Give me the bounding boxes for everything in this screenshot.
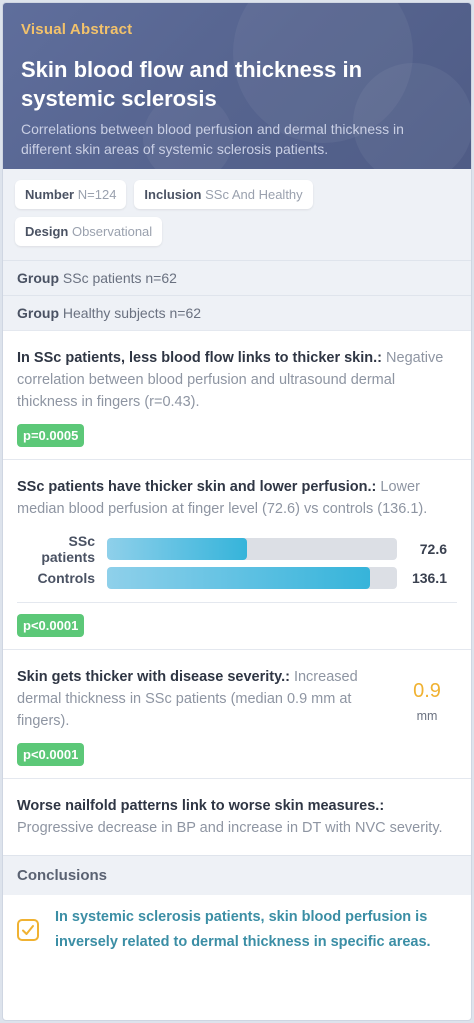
finding-text: Progressive decrease in BP and increase … — [17, 820, 443, 836]
finding-severity: Skin gets thicker with disease severity.… — [3, 649, 471, 778]
p-value-badge: p<0.0001 — [17, 614, 85, 637]
bar-category-label: SSc patients — [41, 532, 95, 565]
design-chip: Design Observational — [15, 217, 163, 246]
number-value: N=124 — [77, 187, 117, 202]
perfusion-bar-chart: SSc patients 72.6 Controls 136.1 — [17, 532, 457, 603]
finding-perfusion: SSc patients have thicker skin and lower… — [3, 459, 471, 649]
bar-value-label: 136.1 — [411, 569, 447, 586]
inclusion-value: SSc And Healthy — [205, 187, 303, 202]
group-row-healthy: Group Healthy subjects n=62 — [3, 295, 471, 330]
thickness-unit: mm — [416, 709, 438, 723]
check-square-icon — [17, 919, 39, 941]
group-label: Group — [17, 270, 59, 286]
bar — [107, 566, 371, 589]
decorative-circle — [143, 93, 233, 169]
page-subtitle: Correlations between blood perfusion and… — [21, 121, 404, 157]
bar — [107, 537, 248, 560]
finding-text: Increased dermal thickness in SSc patien… — [17, 669, 358, 729]
group-value: Healthy subjects n=62 — [62, 305, 202, 321]
finding-correlation: In SSc patients, less blood flow links t… — [3, 330, 471, 459]
bar-row: Controls 136.1 — [17, 563, 457, 592]
thickness-value: 0.9 — [413, 680, 441, 702]
inclusion-chip: Inclusion SSc And Healthy — [134, 180, 313, 209]
finding-heading: Worse nailfold patterns link to worse sk… — [17, 798, 385, 814]
finding-heading: SSc patients have thicker skin and lower… — [17, 479, 377, 495]
finding-text: Negative correlation between blood perfu… — [17, 350, 444, 410]
conclusion-text: In systemic sclerosis patients, skin blo… — [55, 909, 431, 950]
bar-row: SSc patients 72.6 — [17, 532, 457, 565]
design-value: Observational — [71, 224, 153, 239]
conclusion-item: In systemic sclerosis patients, skin blo… — [3, 895, 471, 965]
number-chip: Number N=124 — [15, 180, 127, 209]
p-value-badge: p<0.0001 — [17, 743, 85, 766]
thickness-stat: 0.9 mm — [397, 666, 457, 766]
number-label: Number — [25, 187, 75, 202]
header: Visual Abstract Skin blood flow and thic… — [3, 3, 471, 169]
group-value: SSc patients n=62 — [62, 270, 177, 286]
decorative-circle — [353, 63, 471, 169]
group-row-ssc: Group SSc patients n=62 — [3, 260, 471, 295]
header-badge: Visual Abstract — [21, 21, 133, 38]
group-label: Group — [17, 305, 59, 321]
finding-heading: Skin gets thicker with disease severity.… — [17, 669, 290, 685]
finding-heading: In SSc patients, less blood flow links t… — [17, 350, 382, 366]
study-meta: Number N=124 Inclusion SSc And Healthy D… — [3, 169, 471, 260]
bar-track — [107, 537, 397, 560]
bar-category-label: Controls — [37, 569, 95, 586]
p-value-badge: p=0.0005 — [17, 424, 85, 447]
decorative-circle — [233, 3, 413, 143]
bar-value-label: 72.6 — [419, 540, 447, 557]
conclusions-heading: Conclusions — [3, 855, 471, 895]
bar-track — [107, 566, 397, 589]
inclusion-label: Inclusion — [144, 187, 202, 202]
finding-text: Lower median blood perfusion at finger l… — [17, 479, 428, 517]
design-label: Design — [25, 224, 69, 239]
finding-nailfold: Worse nailfold patterns link to worse sk… — [3, 778, 471, 855]
page-title: Skin blood flow and thickness in systemi… — [21, 57, 363, 111]
